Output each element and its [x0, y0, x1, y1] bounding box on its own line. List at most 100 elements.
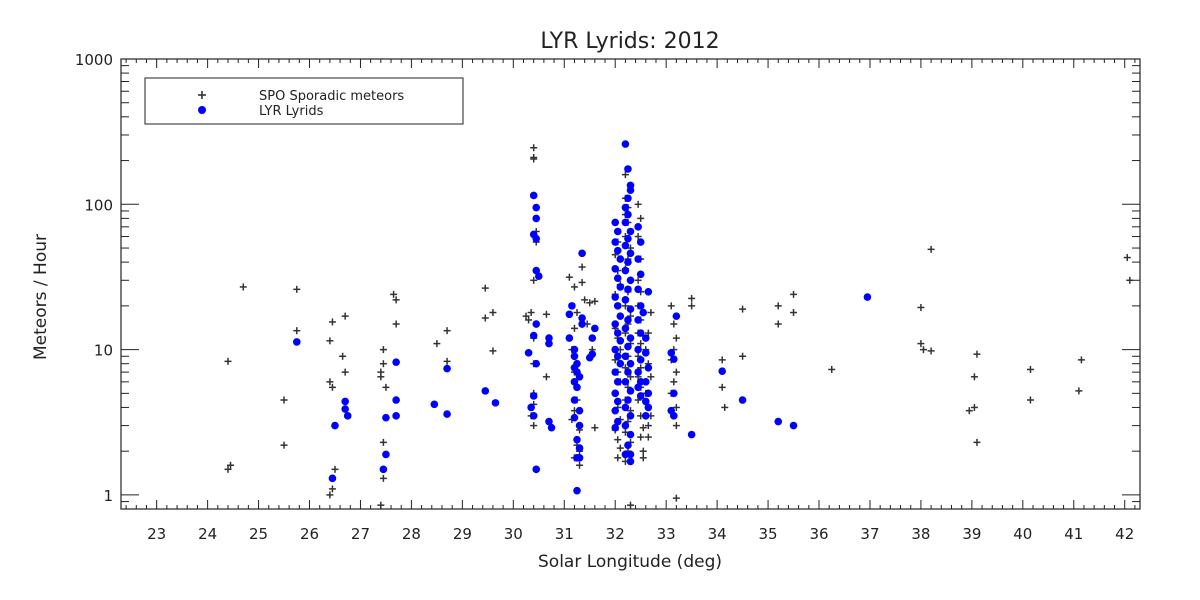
lyrid-point	[611, 423, 620, 432]
sporadic-point	[522, 312, 530, 320]
lyrid-point	[621, 421, 630, 430]
x-tick-label: 29	[453, 525, 472, 543]
lyrid-point	[626, 276, 635, 285]
lyrid-point	[863, 293, 872, 301]
lyrid-point	[621, 450, 630, 459]
lyrid-point	[545, 334, 553, 342]
lyrid-point	[789, 421, 798, 430]
lyrid-point	[634, 383, 642, 392]
sporadic-point	[377, 501, 385, 509]
sporadic-point	[573, 309, 581, 317]
sporadic-point	[489, 347, 497, 355]
sporadic-point	[639, 424, 647, 432]
lyrid-point	[611, 320, 620, 328]
lyrid-point	[718, 367, 727, 376]
sporadic-point	[970, 373, 978, 381]
sporadic-point	[565, 273, 573, 281]
lyrid-point	[616, 255, 625, 263]
lyrid-point	[641, 397, 650, 406]
lyrid-point	[670, 389, 678, 398]
lyrid-point	[430, 400, 439, 409]
lyrid-point	[491, 399, 500, 407]
lyrid-point	[443, 364, 451, 373]
lyrid-point	[639, 308, 648, 317]
sporadic-point	[239, 283, 247, 291]
lyrid-point	[616, 336, 625, 345]
sporadic-point	[293, 285, 301, 293]
lyrid-point	[626, 186, 635, 195]
legend-item-lyrids: LYR Lyrids	[198, 104, 324, 119]
lyrid-point	[527, 403, 535, 412]
lyrid-point	[565, 310, 574, 319]
lyrid-point	[670, 412, 678, 420]
legend-label-sporadic: SPO Sporadic meteors	[259, 89, 404, 104]
sporadic-point	[227, 461, 235, 469]
sporadic-point	[293, 327, 301, 335]
series-lyrids	[292, 140, 872, 495]
sporadic-point	[790, 309, 798, 317]
legend-marker-lyrids	[198, 106, 206, 114]
lyrid-point	[634, 316, 642, 324]
sporadic-point	[639, 447, 647, 455]
lyrid-point	[616, 359, 625, 368]
x-axis-label: Solar Longitude (deg)	[538, 552, 722, 572]
sporadic-point	[828, 365, 836, 373]
axis-tick-labels: 23 24 25 26 27 28 29 30 31 32 33 34 35 36 37 38 39 40 41 42…	[75, 51, 1134, 543]
x-tick-label: 41	[1064, 525, 1083, 543]
lyrid-point	[573, 486, 581, 495]
sporadic-point	[672, 368, 680, 376]
lyrid-point	[634, 255, 642, 263]
sporadic-point	[591, 297, 599, 305]
sporadic-point	[280, 396, 288, 404]
x-tick-label: 26	[300, 525, 319, 543]
lyrid-point	[573, 435, 581, 444]
sporadic-point	[927, 245, 935, 253]
lyrid-point	[624, 396, 632, 404]
sporadic-point	[917, 303, 925, 311]
legend-label-lyrids: LYR Lyrids	[259, 104, 324, 119]
sporadic-point	[644, 433, 652, 441]
lyrid-point	[613, 302, 622, 310]
sporadic-point	[326, 378, 334, 386]
lyrid-point	[621, 352, 630, 361]
sporadic-point	[790, 290, 798, 298]
sporadic-point	[1026, 396, 1034, 404]
lyrid-point	[532, 214, 541, 223]
lyrid-point	[573, 383, 581, 392]
lyrid-point	[611, 293, 620, 301]
sporadic-point	[586, 299, 594, 307]
lyrid-point	[626, 430, 635, 439]
lyrid-point	[613, 352, 622, 361]
lyrid-point	[613, 417, 622, 426]
lyrid-point	[626, 334, 635, 342]
lyrid-point	[611, 406, 620, 415]
sporadic-point	[377, 373, 385, 381]
sporadic-point	[688, 294, 696, 302]
sporadic-point	[379, 438, 387, 446]
y-axis-label: Meteors / Hour	[31, 234, 51, 360]
lyrid-point	[624, 342, 632, 351]
x-tick-label: 40	[1013, 525, 1032, 543]
sporadic-point	[927, 347, 935, 355]
sporadic-point	[965, 407, 973, 415]
lyrid-point	[621, 378, 630, 386]
sporadic-point	[614, 436, 622, 444]
x-tick-label: 30	[504, 525, 523, 543]
lyrid-point	[532, 359, 541, 368]
lyrid-point	[621, 403, 630, 412]
lyrid-point	[644, 403, 653, 412]
plot-area-frame	[120, 58, 1141, 510]
lyrid-point	[626, 249, 635, 258]
x-tick-label: 39	[962, 525, 981, 543]
lyrid-point	[575, 421, 584, 430]
sporadic-point	[919, 346, 927, 354]
sporadic-point	[576, 461, 584, 469]
lyrid-point	[341, 405, 349, 413]
lyrid-point	[624, 368, 632, 376]
lyrid-point	[624, 194, 632, 203]
lyrid-point	[636, 270, 645, 279]
data-points	[224, 140, 1134, 509]
sporadic-point	[917, 340, 925, 348]
lyrid-point	[545, 339, 553, 348]
